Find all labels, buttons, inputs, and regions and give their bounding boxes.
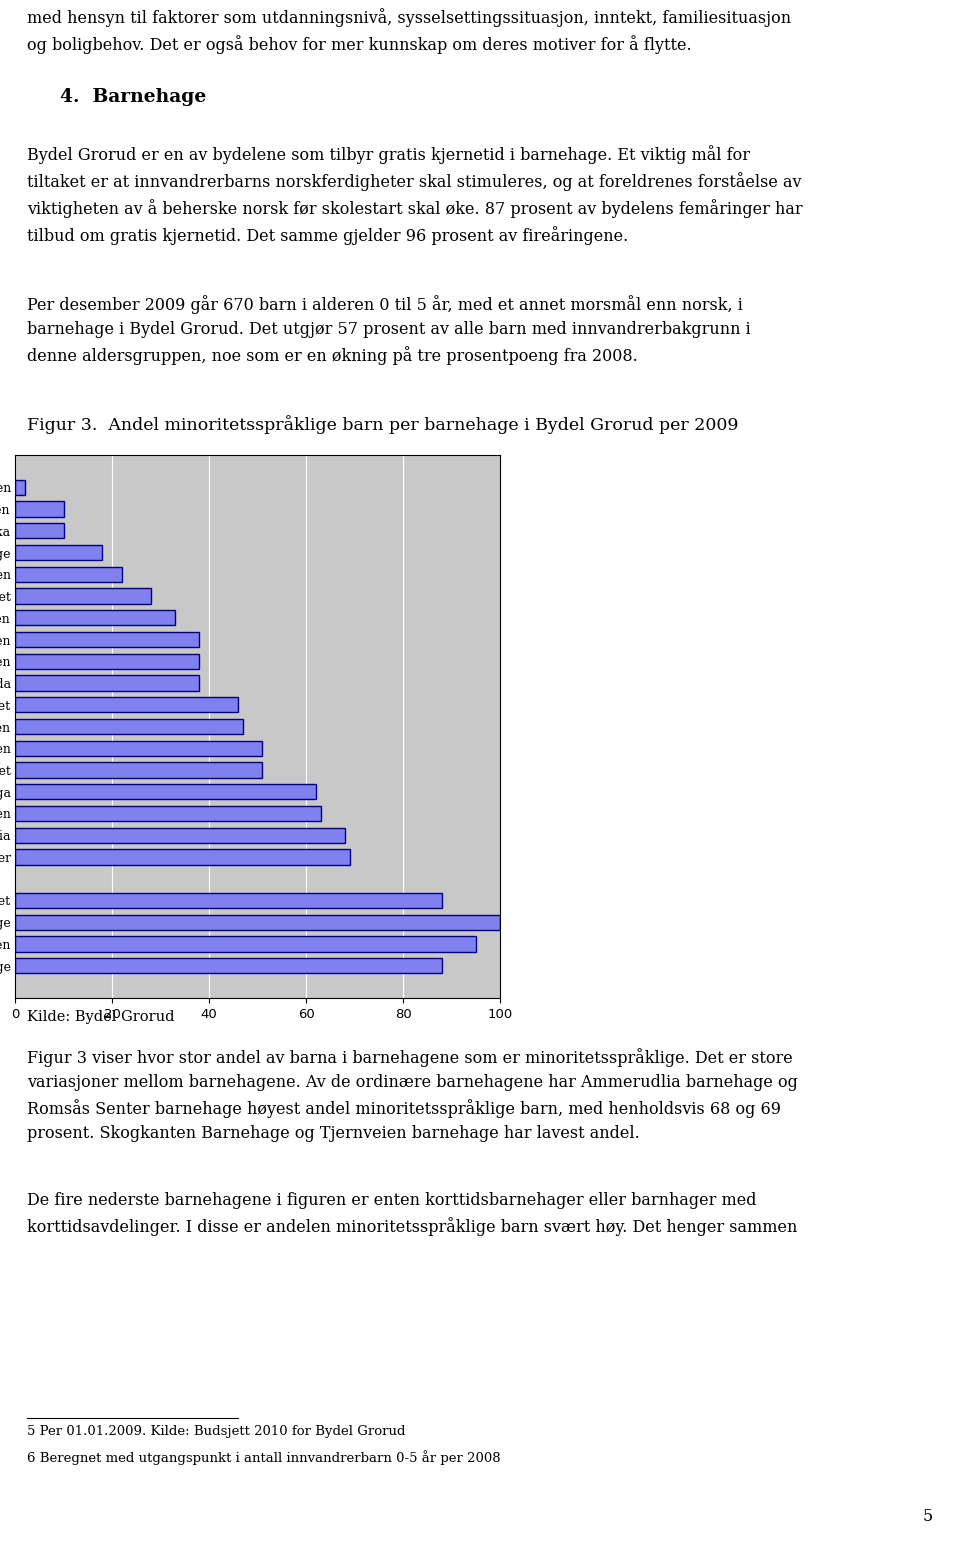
Bar bbox=[15, 588, 151, 603]
Bar bbox=[15, 480, 25, 495]
Bar bbox=[15, 501, 63, 517]
Text: 6 Beregnet med utgangspunkt i antall innvandrerbarn 0-5 år per 2008: 6 Beregnet med utgangspunkt i antall inn… bbox=[27, 1450, 500, 1464]
Text: Per desember 2009 går 670 barn i alderen 0 til 5 år, med et annet morsmål enn no: Per desember 2009 går 670 barn i alderen… bbox=[27, 295, 751, 366]
Text: 4.  Barnehage: 4. Barnehage bbox=[60, 88, 206, 106]
Bar bbox=[15, 523, 63, 539]
Text: Figur 3.  Andel minoritetsspråklige barn per barnehage i Bydel Grorud per 2009: Figur 3. Andel minoritetsspråklige barn … bbox=[27, 415, 738, 434]
Bar bbox=[15, 849, 349, 864]
Bar bbox=[15, 676, 200, 691]
Bar bbox=[15, 719, 243, 734]
Bar bbox=[15, 893, 442, 909]
Bar bbox=[15, 762, 262, 778]
Bar bbox=[15, 545, 103, 560]
Text: De fire nederste barnehagene i figuren er enten korttidsbarnehager eller barnhag: De fire nederste barnehagene i figuren e… bbox=[27, 1193, 797, 1236]
Bar bbox=[15, 784, 316, 799]
Bar bbox=[15, 697, 238, 713]
Bar bbox=[15, 609, 175, 625]
Bar bbox=[15, 805, 321, 821]
Bar bbox=[15, 827, 345, 842]
Bar bbox=[15, 633, 200, 647]
Bar bbox=[15, 958, 442, 974]
Bar bbox=[15, 915, 500, 930]
Text: Kilde: Bydel Grorud: Kilde: Bydel Grorud bbox=[27, 1011, 175, 1025]
Bar bbox=[15, 741, 262, 756]
Bar bbox=[15, 654, 200, 668]
Text: Bydel Grorud er en av bydelene som tilbyr gratis kjernetid i barnehage. Et vikti: Bydel Grorud er en av bydelene som tilby… bbox=[27, 145, 803, 245]
Bar bbox=[15, 566, 122, 582]
Text: med hensyn til faktorer som utdanningsnivå, sysselsettingssituasjon, inntekt, fa: med hensyn til faktorer som utdanningsni… bbox=[27, 8, 791, 54]
Text: Figur 3 viser hvor stor andel av barna i barnehagene som er minoritetsspråklige.: Figur 3 viser hvor stor andel av barna i… bbox=[27, 1048, 798, 1142]
Text: 5 Per 01.01.2009. Kilde: Budsjett 2010 for Bydel Grorud: 5 Per 01.01.2009. Kilde: Budsjett 2010 f… bbox=[27, 1426, 405, 1438]
Bar bbox=[15, 937, 476, 952]
Text: 5: 5 bbox=[923, 1508, 933, 1524]
